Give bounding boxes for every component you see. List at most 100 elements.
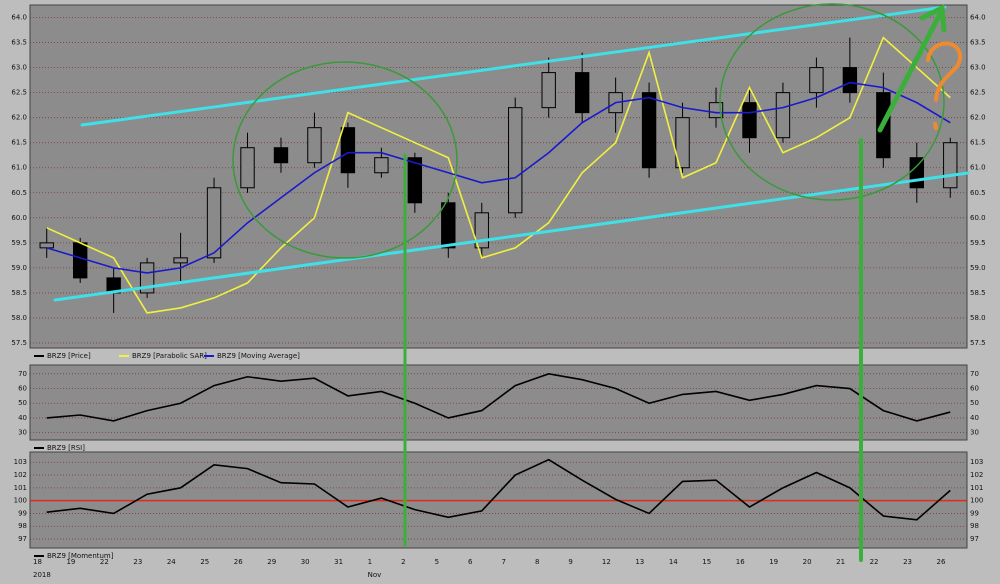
legend-label: BRZ9 [Momentum] (47, 552, 114, 560)
y-tick-label: 103 (14, 458, 27, 466)
legend-label: BRZ9 [Price] (47, 352, 91, 360)
y-tick-label: 62.0 (970, 114, 986, 122)
candle-body (541, 72, 556, 109)
circle (719, 3, 945, 201)
series-line (46, 81, 951, 274)
x-tick-label: 1 (368, 558, 372, 566)
y-tick-label: 99 (970, 509, 979, 517)
y-tick-label: 59.0 (970, 264, 986, 272)
panel (29, 364, 968, 441)
y-tick-label: 61.5 (970, 139, 986, 147)
y-tick-label: 63.0 (11, 64, 27, 72)
y-tick-label: 64.0 (970, 14, 986, 22)
series-line (46, 36, 951, 314)
x-tick-label: 26 (937, 558, 946, 566)
y-tick-label: 97 (18, 535, 27, 543)
y-tick-label: 64.0 (11, 14, 27, 22)
y-tick-label: 60.5 (970, 189, 986, 197)
circle (232, 61, 458, 259)
x-tick-label: 8 (535, 558, 539, 566)
y-tick-label: 70 (970, 370, 979, 378)
x-tick-label: 13 (635, 558, 644, 566)
y-tick-label: 98 (970, 522, 979, 530)
y-tick-label: 102 (970, 471, 983, 479)
candle-body (742, 102, 757, 139)
x-tick-label: 16 (736, 558, 745, 566)
candle-body (775, 92, 791, 139)
x-tick-label: 7 (502, 558, 506, 566)
trend-line (53, 171, 970, 302)
arrow (877, 4, 947, 133)
candle-body (307, 127, 322, 164)
trend-line (80, 5, 947, 127)
y-tick-label: 103 (970, 458, 983, 466)
y-tick-label: 61.0 (11, 164, 27, 172)
candle-body (407, 157, 423, 204)
x-tick-label: 14 (669, 558, 678, 566)
x-tick-label: 22 (100, 558, 109, 566)
y-tick-label: 57.5 (970, 339, 986, 347)
y-tick-label: 63.5 (11, 39, 27, 47)
y-tick-label: 58.0 (970, 314, 986, 322)
x-tick-label: 22 (870, 558, 879, 566)
y-tick-label: 100 (970, 497, 983, 505)
y-tick-label: 70 (18, 370, 27, 378)
x-tick-label: 5 (435, 558, 439, 566)
x-tick-label: 29 (267, 558, 276, 566)
y-tick-label: 59.0 (11, 264, 27, 272)
y-tick-label: 62.0 (11, 114, 27, 122)
y-tick-label: 30 (18, 429, 27, 437)
y-tick-label: 30 (970, 429, 979, 437)
y-tick-label: 100 (14, 497, 27, 505)
candle-body (641, 92, 657, 169)
y-tick-label: 98 (18, 522, 27, 530)
y-tick-label: 59.5 (970, 239, 986, 247)
y-tick-label: 58.0 (11, 314, 27, 322)
x-tick-label: 9 (568, 558, 572, 566)
candle-body (39, 242, 54, 249)
y-tick-label: 58.5 (970, 289, 986, 297)
y-tick-label: 60.0 (970, 214, 986, 222)
x-tick-label: 2 (401, 558, 405, 566)
x-tick-label: 19 (66, 558, 75, 566)
x-tick-label: 30 (301, 558, 310, 566)
y-tick-label: 63.0 (970, 64, 986, 72)
candle-body (842, 67, 858, 94)
x-period-label: Nov (368, 571, 382, 579)
candle-body (273, 147, 289, 164)
y-tick-label: 50 (970, 399, 979, 407)
y-tick-label: 61.5 (11, 139, 27, 147)
legend-label: BRZ9 [RSI] (47, 444, 85, 452)
y-tick-label: 62.5 (11, 89, 27, 97)
x-tick-label: 15 (702, 558, 711, 566)
y-tick-label: 61.0 (970, 164, 986, 172)
y-tick-label: 60 (970, 385, 979, 393)
x-tick-label: 31 (334, 558, 343, 566)
x-tick-label: 23 (903, 558, 912, 566)
x-tick-label: 26 (234, 558, 243, 566)
candle-body (809, 67, 824, 94)
candle-body (173, 257, 188, 264)
y-tick-label: 63.5 (970, 39, 986, 47)
x-tick-label: 24 (167, 558, 176, 566)
legend-label: BRZ9 [Moving Average] (217, 352, 300, 360)
y-tick-label: 101 (970, 484, 983, 492)
candle-body (943, 142, 958, 189)
question-mark (926, 41, 963, 130)
candle-body (206, 187, 222, 259)
panel (29, 4, 968, 349)
candle-body (675, 117, 690, 169)
x-tick-label: 23 (133, 558, 142, 566)
candle-body (240, 147, 255, 189)
x-tick-label: 20 (803, 558, 812, 566)
candle-body (508, 107, 523, 214)
x-tick-label: 18 (33, 558, 42, 566)
x-tick-label: 12 (602, 558, 611, 566)
candle-body (574, 72, 590, 114)
candle-body (73, 242, 88, 279)
y-tick-label: 59.5 (11, 239, 27, 247)
series-line (46, 458, 951, 521)
x-tick-label: 21 (836, 558, 845, 566)
annotations (53, 3, 970, 562)
